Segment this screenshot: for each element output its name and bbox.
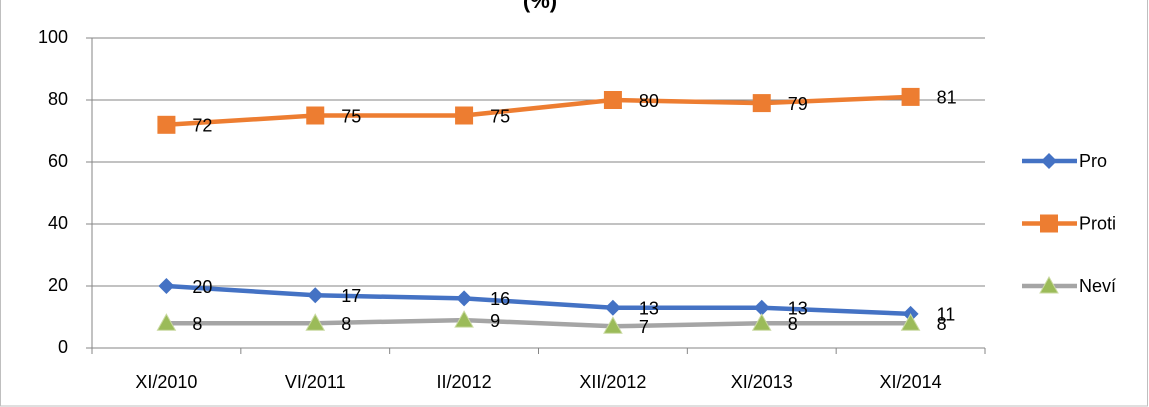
data-label: 13 — [788, 298, 808, 318]
data-point — [604, 299, 621, 316]
data-label: 8 — [192, 314, 202, 334]
data-point — [456, 290, 473, 307]
x-tick-label: XII/2012 — [579, 372, 646, 392]
data-label: 75 — [490, 106, 510, 126]
data-label: 72 — [192, 116, 212, 136]
data-point — [454, 310, 474, 328]
data-point — [158, 278, 175, 294]
data-label: 13 — [639, 298, 659, 318]
data-label: 17 — [341, 286, 361, 306]
data-label: 11 — [937, 305, 956, 325]
data-label: 8 — [788, 314, 798, 334]
data-label: 8 — [341, 314, 351, 334]
y-tick-label: 40 — [48, 213, 68, 233]
data-point — [157, 115, 176, 134]
data-point — [751, 313, 772, 331]
y-tick-label: 0 — [58, 337, 68, 357]
legend-marker — [1039, 275, 1059, 294]
data-label: 79 — [788, 94, 808, 114]
y-tick-label: 20 — [48, 275, 68, 295]
legend-label: Neví — [1079, 276, 1116, 296]
legend-marker — [1040, 214, 1058, 233]
data-label: 16 — [490, 289, 510, 309]
chart-title: (%) — [523, 0, 557, 13]
data-point — [900, 313, 921, 331]
data-label: 80 — [639, 91, 659, 111]
data-point — [305, 313, 326, 331]
data-point — [603, 91, 622, 109]
x-tick-label: XI/2013 — [731, 372, 793, 392]
data-point — [752, 94, 771, 113]
data-point — [156, 313, 177, 331]
y-tick-label: 100 — [38, 27, 68, 47]
data-point — [307, 287, 324, 304]
data-label: 75 — [341, 106, 361, 126]
legend-marker — [1041, 153, 1057, 169]
data-label: 20 — [192, 277, 212, 297]
data-point — [901, 87, 920, 106]
data-label: 7 — [639, 317, 649, 337]
x-tick-label: XI/2010 — [135, 372, 197, 392]
x-tick-label: VI/2011 — [285, 372, 346, 392]
data-label: 81 — [937, 88, 957, 108]
data-label: 8 — [937, 314, 947, 334]
series-line — [166, 283, 911, 317]
x-tick-label: II/2012 — [437, 372, 492, 392]
x-tick-label: XI/2014 — [880, 372, 942, 392]
series-line — [166, 317, 911, 329]
y-tick-label: 60 — [48, 151, 68, 171]
series-line — [166, 94, 911, 128]
data-point — [455, 106, 474, 125]
legend-label: Pro — [1079, 151, 1107, 171]
data-label: 9 — [490, 311, 500, 331]
data-point — [753, 299, 770, 316]
legend-label: Proti — [1079, 213, 1116, 233]
data-point — [603, 316, 623, 334]
data-point — [306, 106, 325, 125]
y-tick-label: 80 — [48, 89, 68, 109]
